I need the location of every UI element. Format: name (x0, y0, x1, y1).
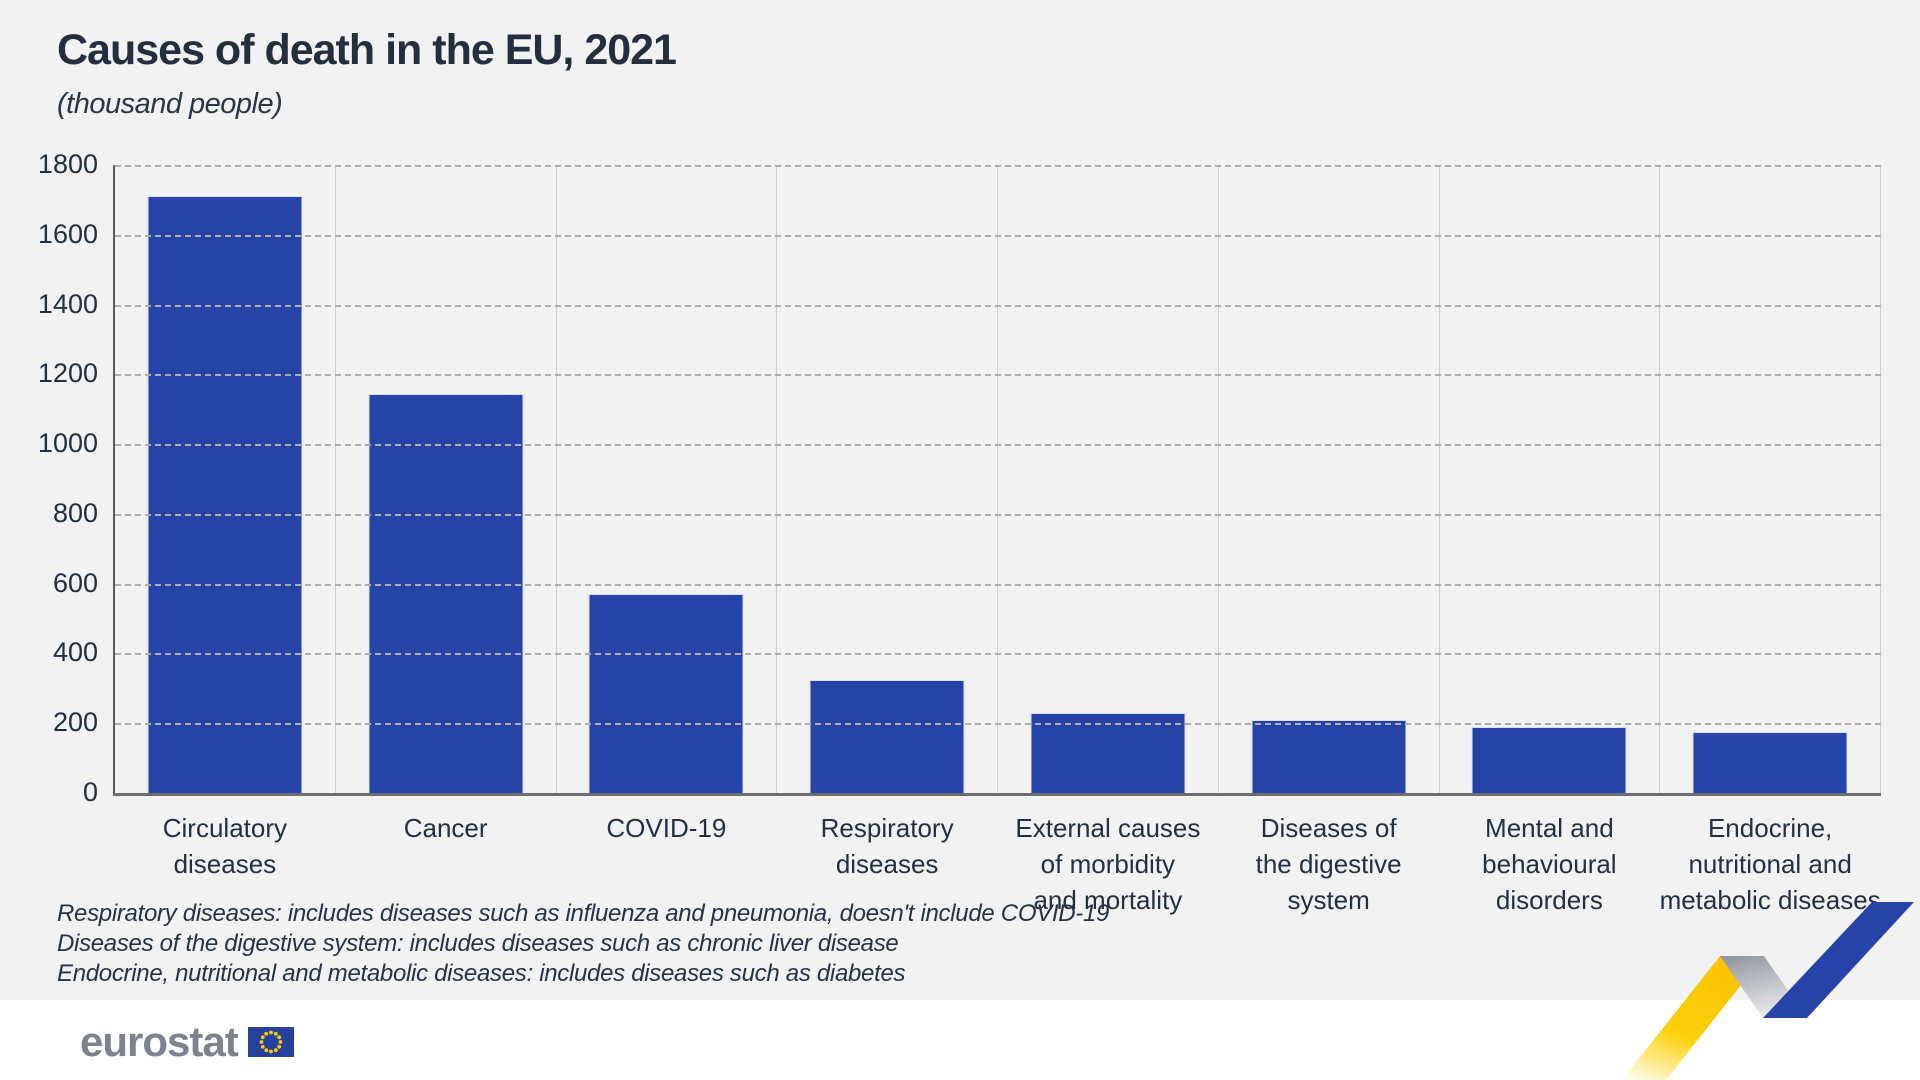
x-axis-line (113, 793, 1881, 796)
bar-external-causes (1030, 712, 1186, 793)
gridline-200 (115, 723, 1881, 726)
gridline-1800 (115, 165, 1881, 167)
bar-covid-19 (588, 594, 744, 793)
bar-column: Diseases of the digestive system (1219, 165, 1440, 915)
bar-diseases-of (1251, 719, 1407, 793)
bar-circulatory-diseases (147, 196, 303, 793)
category-label: Diseases of the digestive system (1255, 813, 1402, 915)
bar-mental-and (1471, 726, 1627, 793)
bar-endocrine- (1692, 731, 1848, 793)
bar-cancer (368, 393, 524, 793)
bar-column: COVID-19 (557, 165, 778, 843)
y-axis-tick-label: 800 (52, 497, 98, 528)
y-axis-tick-label: 600 (52, 567, 98, 598)
bar-column: Endocrine, nutritional and metabolic dis… (1660, 165, 1881, 915)
y-axis-tick-label: 400 (52, 637, 98, 668)
gridline-1000 (115, 444, 1881, 447)
bar-column: Circulatory diseases (115, 165, 336, 879)
gridline-600 (115, 583, 1881, 586)
y-axis-line (113, 165, 115, 795)
ribbon-arrow-icon (1622, 902, 1914, 1080)
bar-column: Respiratory diseases (777, 165, 998, 879)
footnote-line: Endocrine, nutritional and metabolic dis… (57, 960, 906, 987)
category-label: External causes of morbidity and mortali… (1015, 813, 1201, 915)
eurostat-logo: eurostat (80, 1018, 294, 1066)
gridline-1400 (115, 304, 1881, 307)
category-label: Cancer (403, 813, 488, 843)
page-subtitle: (thousand people) (57, 88, 283, 120)
footnotes: Respiratory diseases: includes diseases … (57, 899, 1109, 989)
bar-columns: Circulatory diseases Cancer COVID-19 Respir… (115, 165, 1881, 915)
bar-column: Cancer (336, 165, 557, 843)
y-axis-tick-label: 1000 (37, 428, 98, 459)
y-axis-tick-label: 1200 (37, 358, 98, 389)
gridline-1200 (115, 374, 1881, 377)
gridline-400 (115, 653, 1881, 656)
plot-area: Circulatory diseases Cancer COVID-19 Respir… (38, 149, 1881, 915)
gridline-800 (115, 513, 1881, 516)
category-label: Circulatory diseases (162, 813, 287, 879)
eurostat-logo-text: eurostat (80, 1018, 239, 1065)
category-label: Endocrine, nutritional and metabolic dis… (1659, 813, 1881, 915)
y-axis-tick-label: 1400 (37, 288, 98, 319)
footer (0, 1000, 1920, 1080)
bar-column: External causes of morbidity and mortali… (998, 165, 1219, 915)
footnote-line: Diseases of the digestive system: includ… (57, 930, 899, 957)
y-axis-tick-label: 0 (82, 777, 98, 807)
bar-respiratory-diseases (809, 679, 965, 793)
category-label: COVID-19 (606, 813, 727, 843)
page-title: Causes of death in the EU, 2021 (57, 26, 677, 74)
y-axis-tick-label: 1800 (37, 149, 98, 179)
y-axis-tick-label: 1600 (37, 218, 98, 249)
eu-flag-icon (247, 1027, 294, 1057)
footnote-line: Respiratory diseases: includes diseases … (57, 900, 1110, 927)
category-label: Respiratory diseases (820, 813, 954, 879)
bar-column: Mental and behavioural disorders (1440, 165, 1661, 915)
gridline-1600 (115, 234, 1881, 237)
category-label: Mental and behavioural disorders (1482, 813, 1617, 915)
y-axis-tick-label: 200 (52, 707, 98, 738)
